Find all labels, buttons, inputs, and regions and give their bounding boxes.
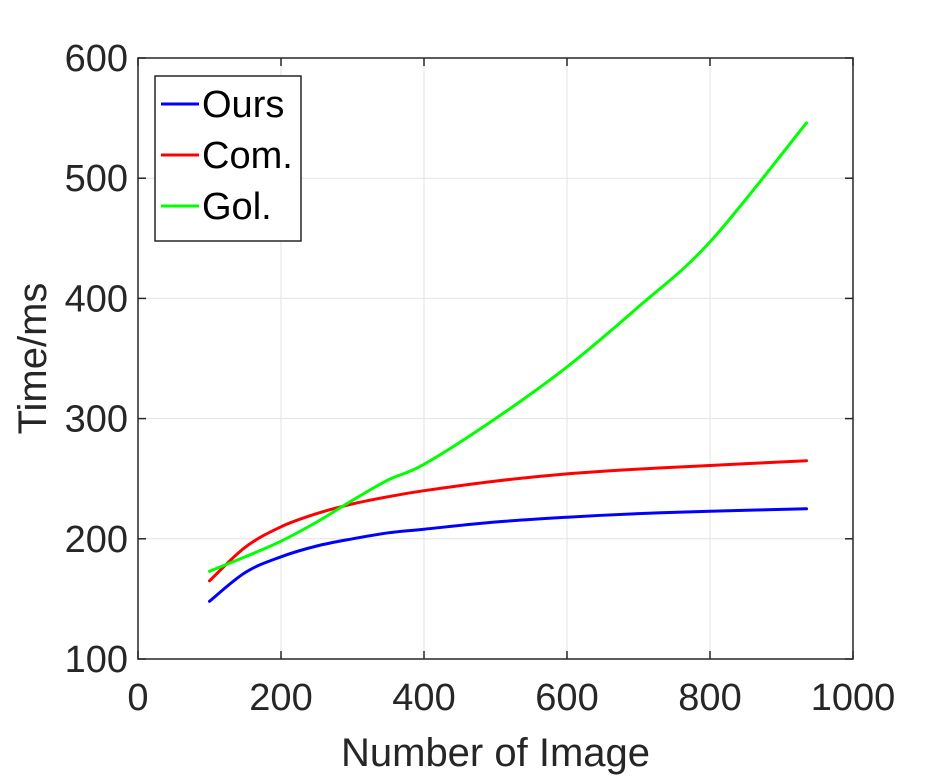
x-tick-label: 0 [127,677,148,719]
y-tick-label: 600 [65,38,128,80]
y-tick-label: 200 [65,519,128,561]
legend-label: Com. [202,135,293,177]
x-axis-label: Number of Image [341,731,650,775]
y-tick-label: 500 [65,158,128,200]
y-tick-label: 300 [65,399,128,441]
plot-area [137,57,854,660]
y-tick-label: 100 [65,639,128,681]
axis-ticks: 0 200 400 600 800 1000 100 200 300 400 500 600 [65,38,896,719]
series-line-com [208,459,808,583]
series-line-gol [208,121,808,573]
series-lines [208,121,808,603]
x-tick-label: 800 [678,677,741,719]
legend-label: Gol. [202,186,272,228]
x-tick-label: 600 [535,677,598,719]
x-tick-label: 200 [249,677,312,719]
series-line-ours [208,507,808,603]
x-tick-label: 400 [392,677,455,719]
legend: Ours Com. Gol. [154,75,302,242]
y-axis-label: Time/ms [11,283,55,435]
legend-label: Ours [202,84,284,126]
x-tick-label: 1000 [811,677,896,719]
y-tick-label: 400 [65,278,128,320]
